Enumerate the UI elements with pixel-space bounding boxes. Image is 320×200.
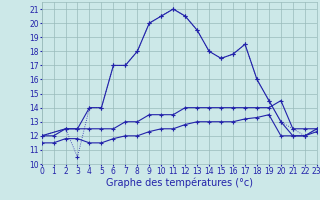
X-axis label: Graphe des températures (°c): Graphe des températures (°c): [106, 177, 253, 188]
